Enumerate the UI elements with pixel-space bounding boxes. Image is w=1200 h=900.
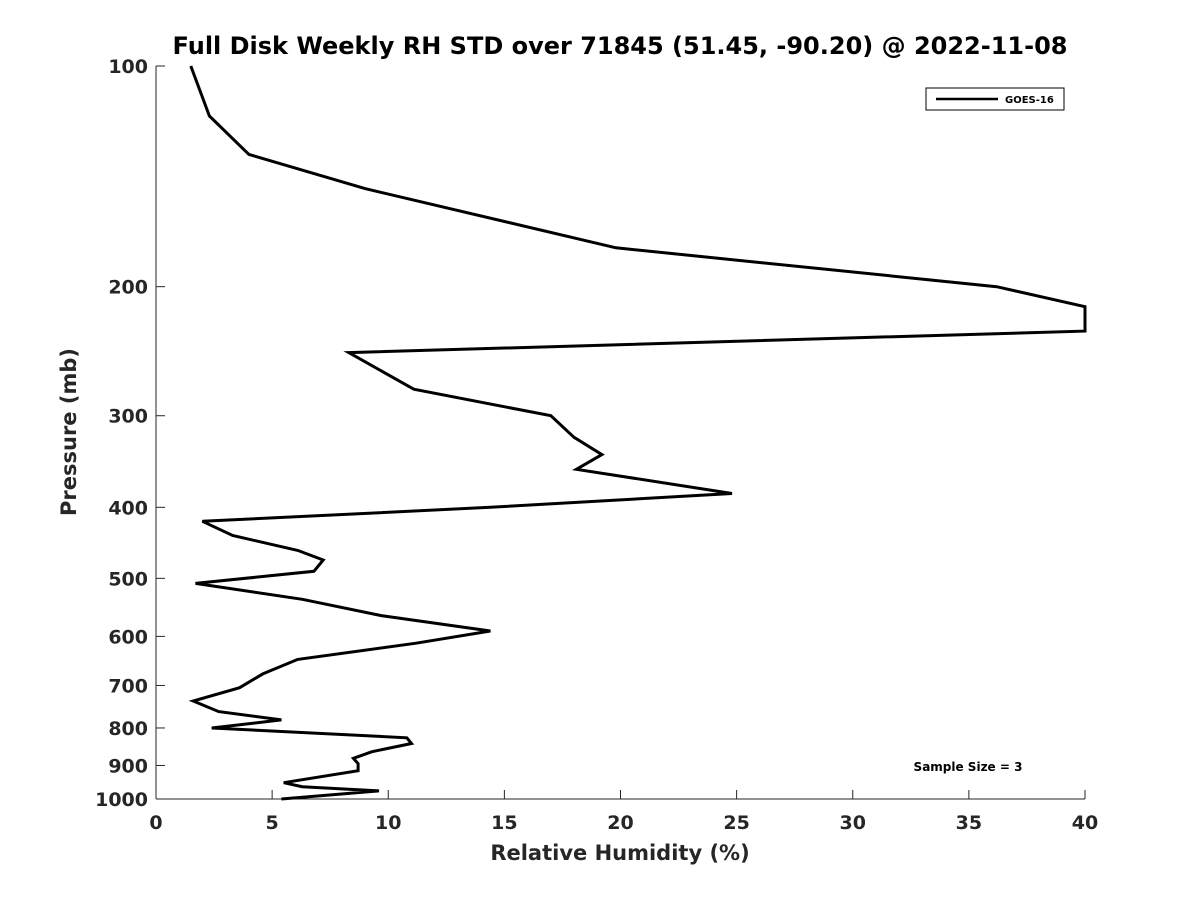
x-axis-label: Relative Humidity (%)	[490, 841, 749, 865]
x-tick-label: 15	[491, 812, 517, 834]
y-tick-label: 1000	[95, 789, 148, 811]
y-tick-label: 200	[108, 277, 148, 299]
legend: GOES-16	[925, 87, 1065, 111]
sample-size-annotation: Sample Size = 3	[914, 760, 1023, 774]
y-tick-label: 400	[108, 497, 148, 519]
x-tick-label: 5	[266, 812, 279, 834]
y-tick-label: 100	[108, 56, 148, 78]
x-tick-label: 35	[956, 812, 982, 834]
x-tick-label: 0	[149, 812, 162, 834]
y-tick-label: 300	[108, 406, 148, 428]
y-axis-label: Pressure (mb)	[57, 348, 81, 516]
y-tick-label: 900	[108, 755, 148, 777]
x-tick-label: 25	[723, 812, 749, 834]
series-layer	[188, 65, 1087, 801]
x-tick-label: 10	[375, 812, 401, 834]
series-line-goes-16	[188, 65, 1087, 801]
chart-title: Full Disk Weekly RH STD over 71845 (51.4…	[173, 32, 1068, 60]
y-tick-label: 700	[108, 675, 148, 697]
y-tick-label: 800	[108, 718, 148, 740]
x-tick-label: 40	[1072, 812, 1098, 834]
legend-label: GOES-16	[1005, 95, 1054, 106]
x-tick-label: 20	[607, 812, 633, 834]
axes	[155, 66, 1085, 800]
x-axis-ticks: 0 5 10 15 20 25 30 35 40	[149, 790, 1098, 834]
y-axis-ticks: 100 200 300 400 500 600 700 800 900 1000	[95, 56, 165, 811]
x-tick-label: 30	[840, 812, 866, 834]
y-tick-label: 600	[108, 626, 148, 648]
y-tick-label: 500	[108, 568, 148, 590]
